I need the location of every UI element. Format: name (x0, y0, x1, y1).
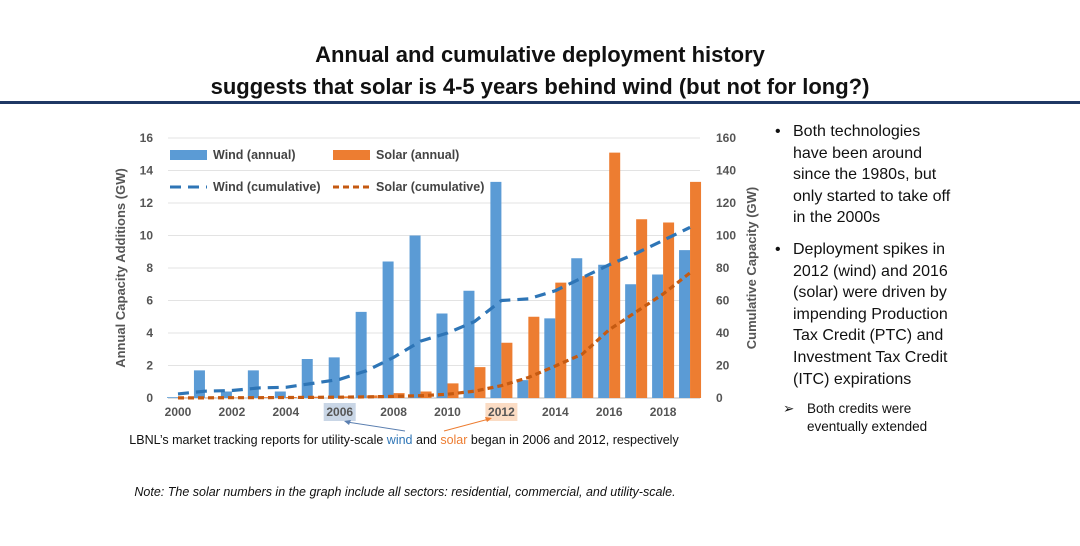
bar-wind (652, 274, 664, 398)
bullet-list: • Both technologies have been around sinc… (775, 121, 1075, 436)
bullet-text: Both technologies have been around since… (793, 123, 951, 227)
bullet-icon: • (775, 240, 781, 258)
sub-bullet-item: ➢ Both credits were eventually extended (783, 400, 1075, 436)
bullet-icon: • (775, 123, 781, 140)
x-tick-label: 2012 (488, 405, 515, 419)
tick-highlight (485, 403, 518, 421)
x-tick-label: 2006 (326, 405, 353, 419)
solar-arrow (443, 418, 490, 432)
y2-tick-label: 120 (716, 196, 736, 210)
y-tick-label: 4 (146, 326, 153, 340)
arrow-head-icon (485, 417, 492, 422)
y2-tick-label: 80 (716, 261, 730, 275)
y-tick-label: 8 (146, 261, 153, 275)
y-tick-label: 12 (140, 196, 154, 210)
y2-tick-label: 0 (716, 391, 723, 405)
bar-wind (193, 370, 205, 398)
x-tick-label: 2016 (596, 405, 623, 419)
bar-solar (555, 282, 567, 398)
bar-wind (544, 318, 556, 398)
x-tick-label: 2002 (219, 405, 246, 419)
legend-label: Solar (annual) (376, 148, 459, 162)
caption-text: began in 2006 and 2012, respectively (467, 433, 679, 447)
legend-label: Wind (cumulative) (213, 180, 321, 194)
bar-wind (301, 359, 313, 398)
y-tick-label: 14 (140, 164, 154, 178)
bar-wind (436, 313, 448, 398)
bar-solar (582, 276, 594, 398)
bar-solar (690, 181, 702, 398)
x-tick-label: 2010 (434, 405, 461, 419)
bar-wind (247, 370, 259, 398)
bar-wind (409, 235, 421, 398)
x-tick-label: 2000 (165, 405, 192, 419)
y2-tick-label: 60 (716, 294, 730, 308)
bar-solar (609, 152, 621, 398)
bar-wind (382, 261, 394, 398)
bar-wind (463, 290, 475, 398)
bullet-item: • Deployment spikes in 2012 (wind) and 20… (775, 239, 1075, 390)
bar-wind (328, 357, 340, 398)
caption-solar: solar (440, 433, 468, 447)
y-axis-title: Annual Capacity Additions (GW) (113, 168, 128, 368)
y-tick-label: 2 (146, 359, 153, 373)
chart-caption: LBNL’s market tracking reports for utili… (104, 433, 704, 447)
y-tick-label: 10 (140, 229, 154, 243)
bar-wind (517, 380, 529, 398)
bar-wind (679, 250, 691, 398)
legend-label: Solar (cumulative) (376, 180, 484, 194)
bar-wind (274, 391, 286, 398)
bar-wind (220, 391, 232, 398)
bar-solar (447, 383, 459, 398)
bar-solar (528, 316, 540, 398)
sub-bullet-text: Both credits were eventually extended (807, 401, 928, 435)
bar-solar (258, 397, 270, 398)
y2-tick-label: 40 (716, 326, 730, 340)
footnote: Note: The solar numbers in the graph inc… (134, 485, 676, 499)
x-tick-label: 2018 (650, 405, 677, 419)
y2-tick-label: 20 (716, 359, 730, 373)
bar-wind (598, 264, 610, 398)
title-line-2: suggests that solar is 4-5 years behind … (210, 74, 870, 99)
caption-wind: wind (386, 433, 413, 447)
bullet-text: Deployment spikes in 2012 (wind) and 201… (793, 240, 948, 388)
bar-solar (420, 391, 432, 398)
y-tick-label: 0 (146, 391, 153, 405)
bar-wind (490, 181, 502, 398)
arrow-bullet-icon: ➢ (783, 401, 795, 417)
title-divider (0, 101, 1080, 104)
legend-label: Wind (annual) (213, 148, 296, 162)
bar-wind (167, 397, 178, 398)
tick-highlight (323, 403, 356, 421)
bar-wind (355, 311, 367, 398)
y-tick-label: 6 (146, 294, 153, 308)
title-line-1: Annual and cumulative deployment history (315, 42, 765, 67)
caption-text: LBNL’s market tracking reports for utili… (129, 433, 387, 447)
y2-tick-label: 140 (716, 164, 736, 178)
bar-wind (571, 258, 583, 398)
bar-solar (501, 342, 513, 398)
x-tick-label: 2014 (542, 405, 569, 419)
y2-axis-title: Cumulative Capacity (GW) (744, 187, 759, 350)
bar-solar (231, 397, 243, 399)
bar-solar (474, 367, 486, 398)
y-tick-label: 16 (140, 131, 154, 145)
legend-swatch (170, 150, 207, 160)
bar-wind (625, 284, 637, 398)
y2-tick-label: 100 (716, 229, 736, 243)
legend-swatch (333, 150, 370, 160)
bullet-item: • Both technologies have been around sinc… (775, 121, 1075, 229)
arrow-head-icon (344, 420, 351, 425)
line-solar-cumulative (178, 271, 692, 400)
x-tick-label: 2008 (380, 405, 407, 419)
x-tick-label: 2004 (272, 405, 299, 419)
bar-solar (339, 396, 351, 398)
bar-solar (663, 222, 675, 398)
caption-text: and (412, 433, 441, 447)
line-wind-cumulative (177, 225, 691, 396)
wind-arrow (346, 421, 406, 432)
y2-tick-label: 160 (716, 131, 736, 145)
bar-solar (636, 219, 648, 398)
